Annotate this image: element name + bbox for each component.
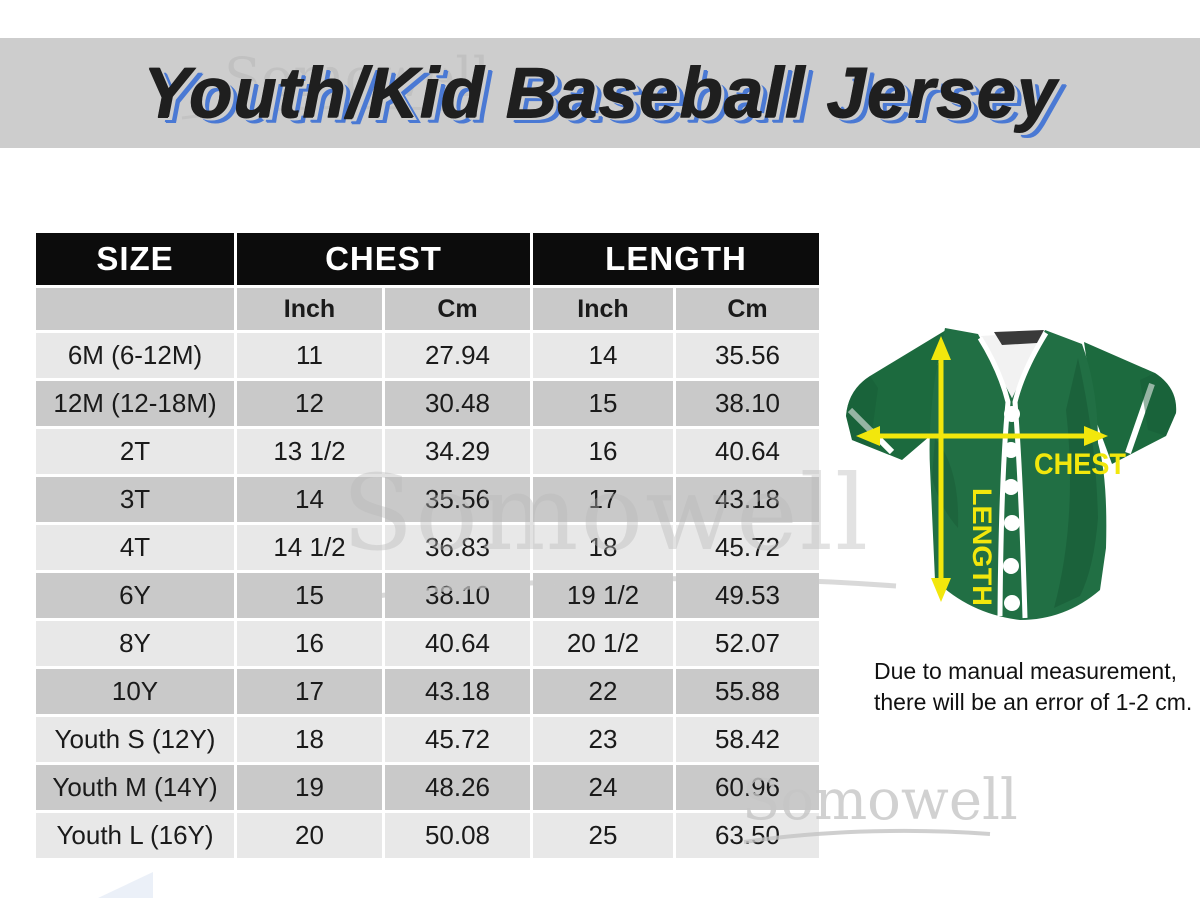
length-cm-cell: 45.72 [676,525,819,570]
chest-cm-cell: 27.94 [385,333,530,378]
length-cm-cell: 60.96 [676,765,819,810]
chest-inch-cell: 18 [237,717,382,762]
chest-inch-header: Inch [237,288,382,330]
chest-inch-cell: 16 [237,621,382,666]
chest-cm-cell: 30.48 [385,381,530,426]
length-inch-cell: 18 [533,525,673,570]
jersey-right-sleeve [1084,342,1177,464]
chest-inch-cell: 12 [237,381,382,426]
jersey-collar-opening [981,332,1044,398]
table-header: SIZE CHEST LENGTH Inch Cm Inch Cm [36,233,819,330]
table-row: 2T 13 1/2 34.29 16 40.64 [36,429,819,474]
length-inch-cell: 24 [533,765,673,810]
page-title: Youth/Kid Baseball Jersey [142,54,1058,133]
size-cell: 3T [36,477,234,522]
chest-cm-cell: 48.26 [385,765,530,810]
chest-arrow [856,426,1108,446]
length-cm-cell: 43.18 [676,477,819,522]
table-row: Youth M (14Y) 19 48.26 24 60.96 [36,765,819,810]
chest-inch-cell: 14 1/2 [237,525,382,570]
size-cell: Youth S (12Y) [36,717,234,762]
length-arrow [931,336,951,602]
size-cell: 6M (6-12M) [36,333,234,378]
table-row: Youth L (16Y) 20 50.08 25 63.50 [36,813,819,858]
length-cm-header: Cm [676,288,819,330]
table-row: 6M (6-12M) 11 27.94 14 35.56 [36,333,819,378]
jersey-placket-left-piping [977,336,1011,617]
table-row: Youth S (12Y) 18 45.72 23 58.42 [36,717,819,762]
length-inch-header: Inch [533,288,673,330]
length-inch-cell: 17 [533,477,673,522]
chest-group-header: CHEST [237,233,530,285]
size-cell: Youth L (16Y) [36,813,234,858]
length-cm-cell: 35.56 [676,333,819,378]
table-row: 10Y 17 43.18 22 55.88 [36,669,819,714]
chest-inch-cell: 17 [237,669,382,714]
length-inch-cell: 16 [533,429,673,474]
length-cm-cell: 55.88 [676,669,819,714]
length-cm-cell: 40.64 [676,429,819,474]
measurement-note: Due to manual measurement, there will be… [874,656,1194,718]
chest-inch-cell: 13 1/2 [237,429,382,474]
chest-inch-cell: 19 [237,765,382,810]
corner-decoration [98,872,153,898]
length-inch-cell: 20 1/2 [533,621,673,666]
chest-cm-header: Cm [385,288,530,330]
jersey-diagram: CHEST LENGTH [846,328,1177,620]
length-group-header: LENGTH [533,233,819,285]
size-chart-table: SIZE CHEST LENGTH Inch Cm Inch Cm 6M (6-… [33,230,822,861]
jersey-back-collar [994,330,1044,345]
size-group-header: SIZE [36,233,234,285]
length-inch-cell: 23 [533,717,673,762]
size-cell: 4T [36,525,234,570]
length-inch-cell: 19 1/2 [533,573,673,618]
length-cm-cell: 49.53 [676,573,819,618]
table-row: 3T 14 35.56 17 43.18 [36,477,819,522]
note-line-2: there will be an error of 1-2 cm. [874,689,1193,715]
size-cell: 2T [36,429,234,474]
length-inch-cell: 22 [533,669,673,714]
length-cm-cell: 63.50 [676,813,819,858]
size-cell: 8Y [36,621,234,666]
size-cell: 6Y [36,573,234,618]
table-body: 6M (6-12M) 11 27.94 14 35.56 12M (12-18M… [36,333,819,858]
chest-inch-cell: 20 [237,813,382,858]
jersey-body [929,328,1107,620]
chest-cm-cell: 38.10 [385,573,530,618]
chest-cm-cell: 34.29 [385,429,530,474]
note-line-1: Due to manual measurement, [874,658,1177,684]
length-label: LENGTH [967,488,997,606]
size-cell: 10Y [36,669,234,714]
length-inch-cell: 14 [533,333,673,378]
title-banner [0,38,1200,148]
empty-unit-cell [36,288,234,330]
jersey-buttons [1003,406,1020,611]
length-cm-cell: 52.07 [676,621,819,666]
chest-cm-cell: 50.08 [385,813,530,858]
group-header-row: SIZE CHEST LENGTH [36,233,819,285]
chest-inch-cell: 11 [237,333,382,378]
table-row: 4T 14 1/2 36.83 18 45.72 [36,525,819,570]
unit-header-row: Inch Cm Inch Cm [36,288,819,330]
chest-inch-cell: 14 [237,477,382,522]
chest-cm-cell: 35.56 [385,477,530,522]
table-row: 8Y 16 40.64 20 1/2 52.07 [36,621,819,666]
chest-cm-cell: 43.18 [385,669,530,714]
length-cm-cell: 38.10 [676,381,819,426]
chest-cm-cell: 45.72 [385,717,530,762]
length-cm-cell: 58.42 [676,717,819,762]
table-row: 12M (12-18M) 12 30.48 15 38.10 [36,381,819,426]
table-row: 6Y 15 38.10 19 1/2 49.53 [36,573,819,618]
length-inch-cell: 25 [533,813,673,858]
chest-label: CHEST [1034,448,1126,481]
jersey-placket-right-piping [1012,331,1049,619]
chest-inch-cell: 15 [237,573,382,618]
chest-cm-cell: 40.64 [385,621,530,666]
length-inch-cell: 15 [533,381,673,426]
chest-cm-cell: 36.83 [385,525,530,570]
size-cell: Youth M (14Y) [36,765,234,810]
size-cell: 12M (12-18M) [36,381,234,426]
